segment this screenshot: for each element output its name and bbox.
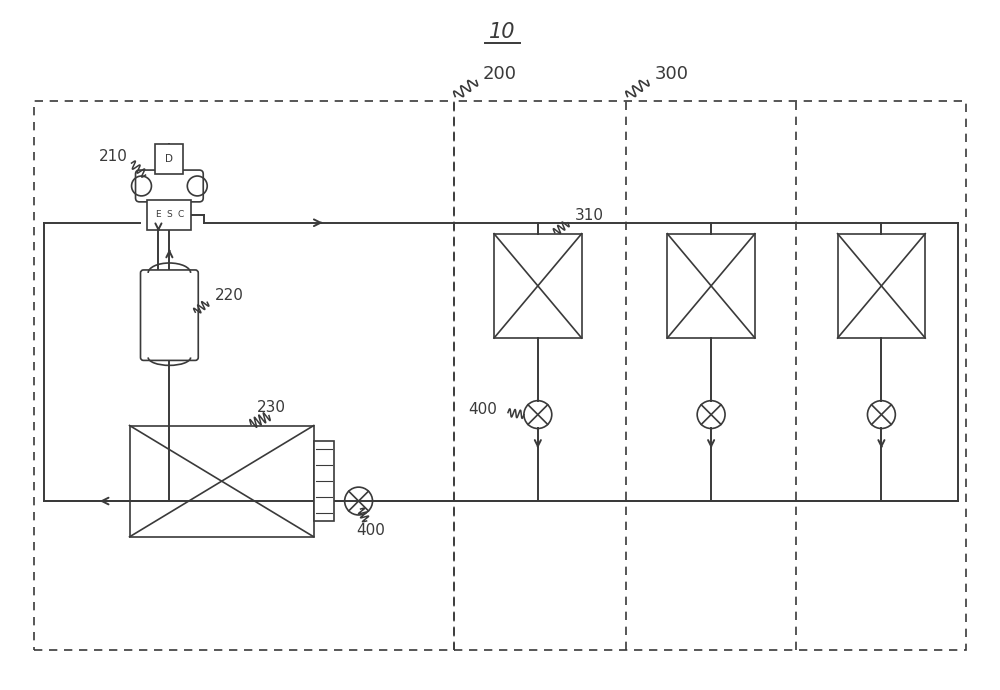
Polygon shape (147, 200, 191, 230)
Text: 310: 310 (575, 208, 604, 224)
Text: C: C (177, 210, 183, 219)
Polygon shape (494, 234, 582, 338)
Text: 10: 10 (489, 22, 515, 42)
Text: 400: 400 (469, 402, 498, 417)
Polygon shape (314, 441, 334, 521)
Text: 300: 300 (654, 65, 688, 83)
Text: 220: 220 (215, 288, 244, 303)
Polygon shape (155, 144, 183, 174)
FancyBboxPatch shape (141, 270, 198, 360)
Text: 400: 400 (356, 524, 385, 538)
Text: E: E (156, 210, 161, 219)
FancyBboxPatch shape (136, 170, 203, 202)
Text: D: D (165, 154, 173, 164)
Text: 230: 230 (256, 400, 285, 415)
Text: 200: 200 (483, 65, 517, 83)
Text: 210: 210 (99, 148, 128, 164)
Text: S: S (167, 210, 172, 219)
Polygon shape (667, 234, 755, 338)
Polygon shape (838, 234, 925, 338)
Polygon shape (130, 426, 314, 537)
